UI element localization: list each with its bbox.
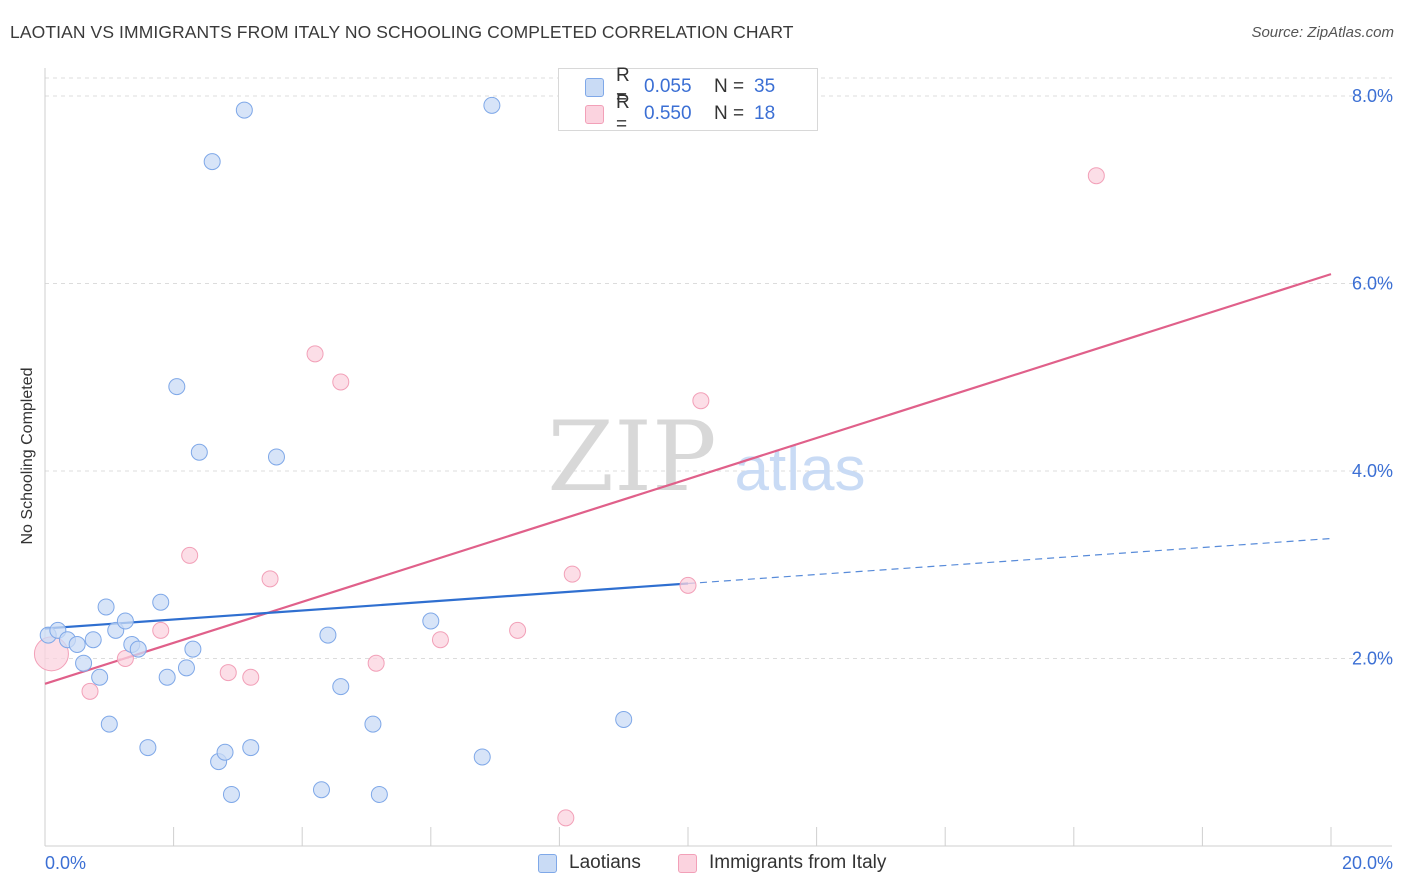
legend-swatch-pink bbox=[585, 104, 604, 124]
legend-n-value: 18 bbox=[754, 103, 776, 124]
point-italy bbox=[557, 809, 575, 827]
legend-r-label: R = bbox=[616, 65, 630, 108]
legend-n-label: N = bbox=[714, 103, 745, 124]
trend-line-laotians bbox=[44, 582, 689, 630]
chart-title: LAOTIAN VS IMMIGRANTS FROM ITALY NO SCHO… bbox=[10, 22, 794, 42]
point-italy bbox=[219, 664, 237, 682]
point-laotians bbox=[615, 710, 633, 728]
point-italy bbox=[152, 621, 170, 639]
point-laotians bbox=[91, 668, 109, 686]
point-italy bbox=[261, 570, 279, 588]
point-laotians bbox=[203, 153, 221, 171]
point-laotians bbox=[84, 631, 102, 649]
point-laotians bbox=[184, 640, 202, 658]
point-laotians bbox=[483, 96, 501, 114]
point-laotians bbox=[473, 748, 491, 766]
point-laotians bbox=[312, 781, 330, 799]
legend-r-value: 0.550 bbox=[644, 103, 692, 124]
axes bbox=[44, 68, 1392, 847]
point-italy bbox=[679, 576, 697, 594]
point-laotians bbox=[158, 668, 176, 686]
legend-swatch-italy bbox=[678, 853, 697, 873]
point-italy bbox=[306, 345, 324, 363]
point-laotians bbox=[216, 743, 234, 761]
watermark-atlas: atlas bbox=[735, 435, 866, 504]
point-laotians bbox=[364, 715, 382, 733]
point-laotians bbox=[75, 654, 93, 672]
legend-swatch-blue bbox=[585, 77, 604, 97]
point-italy bbox=[332, 373, 350, 391]
point-italy bbox=[367, 654, 385, 672]
point-laotians bbox=[422, 612, 440, 630]
trend-lines bbox=[44, 273, 1332, 685]
grid-lines bbox=[45, 77, 1392, 659]
point-italy bbox=[692, 392, 710, 410]
tick-labels: 2.0% 4.0% 6.0% 8.0% 0.0% 20.0% bbox=[45, 86, 1393, 873]
point-italy bbox=[242, 668, 260, 686]
point-laotians bbox=[129, 640, 147, 658]
point-laotians bbox=[139, 739, 157, 757]
x-tick-label-min: 0.0% bbox=[45, 853, 86, 873]
point-laotians bbox=[177, 659, 195, 677]
y-tick-label: 4.0% bbox=[1352, 461, 1393, 481]
legend-label-italy: Immigrants from Italy bbox=[709, 852, 887, 873]
point-laotians bbox=[168, 378, 186, 396]
legend-row-laotians: R = 0.055 N = 35 bbox=[585, 65, 776, 108]
point-laotians bbox=[68, 635, 86, 653]
point-laotians bbox=[190, 443, 208, 461]
point-laotians bbox=[222, 785, 240, 803]
point-italy bbox=[181, 546, 199, 564]
trend-line-italy bbox=[44, 273, 1332, 685]
point-italy bbox=[431, 631, 449, 649]
stats-legend: R = 0.055 N = 35 R = 0.550 N = 18 bbox=[558, 65, 818, 135]
point-italy bbox=[509, 621, 527, 639]
point-italy bbox=[563, 565, 581, 583]
legend-r-label: R = bbox=[616, 92, 630, 135]
point-laotians bbox=[319, 626, 337, 644]
legend-row-italy: R = 0.550 N = 18 bbox=[585, 92, 776, 135]
series-legend: Laotians Immigrants from Italy bbox=[0, 852, 1406, 878]
point-laotians bbox=[332, 678, 350, 696]
legend-item-italy[interactable]: Immigrants from Italy bbox=[678, 852, 886, 874]
x-tick-label-max: 20.0% bbox=[1342, 853, 1393, 873]
point-italy bbox=[116, 650, 134, 667]
point-laotians bbox=[116, 612, 134, 630]
watermark: ZIP atlas bbox=[547, 401, 865, 513]
point-laotians bbox=[97, 598, 115, 616]
point-laotians bbox=[242, 739, 260, 757]
legend-n-label: N = bbox=[714, 76, 745, 97]
trend-line-laotians-extension bbox=[687, 537, 1332, 585]
point-italy bbox=[81, 682, 99, 700]
point-laotians bbox=[100, 715, 118, 733]
point-laotians bbox=[267, 448, 285, 466]
point-laotians bbox=[152, 593, 170, 611]
source-label: Source: ZipAtlas.com bbox=[1251, 24, 1394, 41]
point-laotians bbox=[370, 785, 388, 803]
watermark-zip: ZIP bbox=[547, 401, 716, 513]
point-laotians bbox=[235, 101, 253, 119]
legend-label-laotians: Laotians bbox=[569, 852, 641, 873]
y-tick-label: 8.0% bbox=[1352, 86, 1393, 106]
y-tick-label: 6.0% bbox=[1352, 274, 1393, 294]
y-tick-label: 2.0% bbox=[1352, 649, 1393, 669]
legend-item-laotians[interactable]: Laotians bbox=[538, 852, 641, 874]
legend-r-value: 0.055 bbox=[644, 76, 692, 97]
point-italy bbox=[1087, 167, 1105, 185]
data-points bbox=[33, 96, 1105, 827]
y-axis-label: No Schooling Completed bbox=[19, 367, 36, 545]
legend-swatch-laotians bbox=[538, 853, 557, 873]
legend-n-value: 35 bbox=[754, 76, 776, 97]
